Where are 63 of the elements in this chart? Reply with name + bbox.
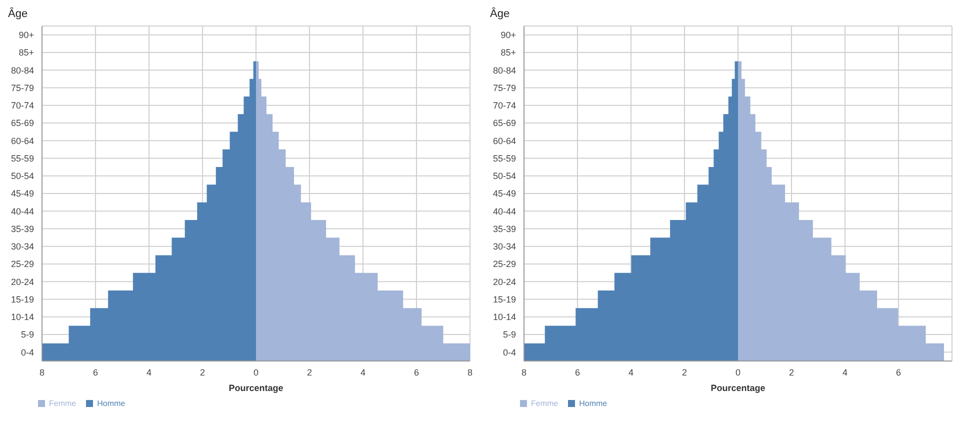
y-tick-label: 70-74 (492, 100, 516, 111)
y-tick-label: 70-74 (10, 100, 34, 111)
x-axis-title: Pourcentage (710, 383, 766, 393)
y-tick-label: 45-49 (10, 188, 34, 199)
y-tick-label: 75-79 (10, 82, 34, 93)
x-tick-label: 6 (92, 367, 98, 378)
y-tick-label: 85+ (18, 48, 34, 58)
y-tick-label: 40-44 (10, 206, 34, 216)
y-tick-label: 20-24 (492, 276, 516, 287)
x-tick-label: 2 (788, 367, 794, 378)
y-tick-label: 5-9 (502, 330, 516, 340)
x-tick-label: 8 (521, 367, 527, 378)
y-tick-label: 30-34 (492, 242, 516, 252)
x-axis-title: Pourcentage (228, 383, 284, 393)
legend-label: Femme (49, 399, 76, 408)
y-axis-title: Âge (8, 8, 29, 22)
x-tick-label: 6 (574, 367, 580, 378)
y-tick-label: 30-34 (10, 242, 34, 252)
y-tick-label: 55-59 (10, 153, 34, 164)
x-tick-label: 6 (414, 367, 420, 378)
x-tick-label: 2 (682, 367, 688, 378)
y-tick-label: 55-59 (492, 153, 516, 164)
y-tick-label: 50-54 (10, 171, 34, 182)
y-tick-label: 0-4 (20, 347, 34, 358)
x-tick-label: 6 (896, 367, 902, 378)
y-tick-label: 90+ (500, 30, 516, 40)
x-tick-label: 4 (146, 367, 152, 378)
y-tick-label: 50-54 (492, 171, 516, 182)
y-tick-label: 10-14 (10, 312, 34, 322)
y-tick-label: 20-24 (10, 276, 34, 287)
x-tick-label: 2 (200, 367, 206, 378)
x-tick-label: 0 (253, 367, 259, 378)
y-tick-label: 0-4 (502, 347, 516, 358)
y-tick-label: 10-14 (492, 312, 516, 322)
x-tick-label: 4 (628, 367, 634, 378)
x-tick-label: 8 (467, 367, 473, 378)
y-tick-label: 60-64 (10, 136, 34, 146)
y-tick-label: 15-19 (10, 294, 34, 304)
y-tick-label: 90+ (18, 30, 34, 40)
y-tick-label: 15-19 (492, 294, 516, 304)
y-tick-label: 80-84 (492, 65, 516, 76)
legend-label: Homme (97, 399, 126, 408)
x-tick-label: 2 (306, 367, 312, 378)
y-tick-label: 40-44 (492, 206, 516, 216)
y-tick-label: 5-9 (20, 330, 34, 340)
y-tick-label: 75-79 (492, 82, 516, 93)
legend-label: Femme (531, 399, 558, 408)
x-tick-label: 4 (360, 367, 366, 378)
y-tick-label: 85+ (500, 48, 516, 58)
y-axis-title: Âge (490, 8, 511, 22)
y-tick-label: 35-39 (492, 224, 516, 234)
y-tick-label: 65-69 (10, 118, 34, 128)
y-tick-label: 60-64 (492, 136, 516, 146)
y-tick-label: 35-39 (10, 224, 34, 234)
y-tick-label: 25-29 (10, 259, 34, 270)
x-tick-label: 8 (39, 367, 45, 378)
y-tick-label: 25-29 (492, 259, 516, 270)
x-tick-label: 4 (842, 367, 848, 378)
legend-label: Homme (579, 399, 608, 408)
y-tick-label: 80-84 (10, 65, 34, 76)
y-tick-label: 45-49 (492, 188, 516, 199)
y-tick-label: 65-69 (492, 118, 516, 128)
x-tick-label: 0 (735, 367, 741, 378)
